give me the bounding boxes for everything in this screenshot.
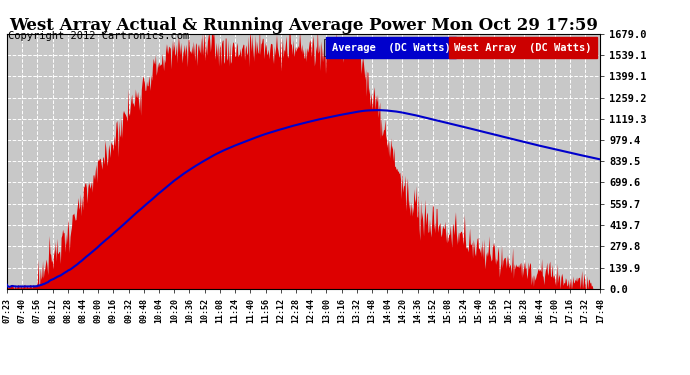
- Title: West Array Actual & Running Average Power Mon Oct 29 17:59: West Array Actual & Running Average Powe…: [9, 16, 598, 34]
- Text: Copyright 2012 Cartronics.com: Copyright 2012 Cartronics.com: [8, 32, 190, 41]
- Legend: Average  (DC Watts), West Array  (DC Watts): Average (DC Watts), West Array (DC Watts…: [324, 39, 595, 56]
